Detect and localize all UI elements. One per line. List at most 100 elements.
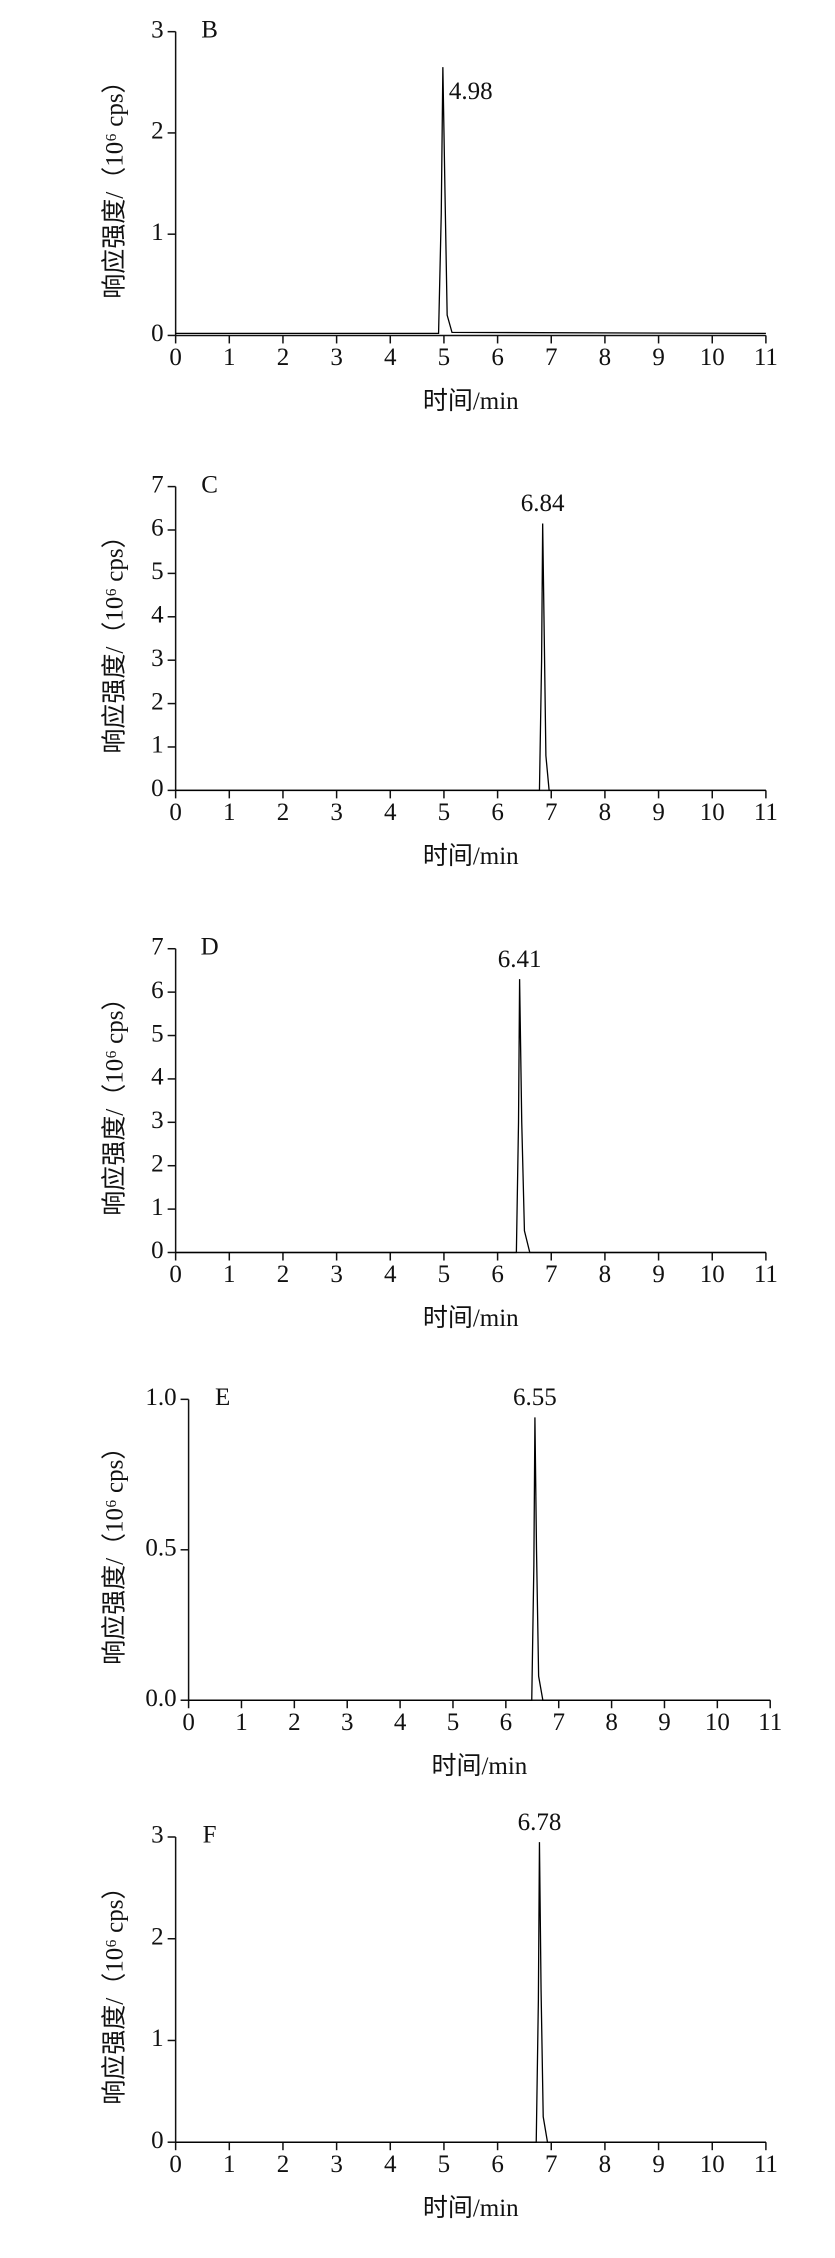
y-tick-label: 3 [151, 16, 164, 43]
y-tick-label: 0 [151, 2127, 164, 2154]
x-tick-label: 2 [277, 2151, 290, 2178]
x-tick-label: 7 [552, 1709, 565, 1736]
x-tick-label: 4 [384, 1261, 397, 1288]
y-tick-label: 1 [151, 2025, 164, 2052]
x-tick-label: 2 [277, 344, 290, 371]
x-tick-label: 10 [705, 1709, 730, 1736]
x-tick-label: 5 [438, 799, 451, 826]
y-tick-label: 6 [151, 977, 164, 1004]
x-tick-label: 4 [384, 2151, 397, 2178]
y-tick-label: 6 [151, 515, 164, 542]
x-tick-label: 0 [169, 2151, 182, 2178]
peak-label: 6.55 [513, 1384, 557, 1411]
x-tick-label: 4 [394, 1709, 407, 1736]
x-tick-label: 9 [652, 2151, 665, 2178]
x-tick-label: 11 [754, 1261, 778, 1288]
x-tick-label: 6 [491, 344, 504, 371]
x-tick-label: 2 [277, 1261, 290, 1288]
y-tick-label: 3 [151, 645, 164, 672]
y-tick-label: 0 [151, 775, 164, 802]
y-tick-label: 0.5 [145, 1535, 176, 1562]
y-tick-label: 4 [151, 602, 164, 629]
x-tick-label: 8 [599, 799, 612, 826]
x-axis-title: 时间/min [423, 387, 519, 415]
x-tick-label: 2 [277, 799, 290, 826]
y-tick-label: 1 [151, 732, 164, 759]
chromatogram-line [175, 1842, 766, 2143]
x-tick-label: 6 [491, 2151, 504, 2178]
x-tick-label: 3 [341, 1709, 354, 1736]
x-tick-label: 6 [491, 1261, 504, 1288]
panel-label: B [201, 16, 218, 43]
x-tick-label: 4 [384, 344, 397, 371]
x-tick-label: 4 [384, 799, 397, 826]
x-tick-label: 2 [288, 1709, 301, 1736]
y-tick-label: 2 [151, 688, 164, 715]
x-tick-label: 0 [169, 344, 182, 371]
y-tick-label: 5 [151, 558, 164, 585]
y-axis-title: 响应强度/（10⁶ cps） [101, 1874, 129, 2104]
x-tick-label: 10 [700, 1261, 725, 1288]
x-tick-label: 8 [599, 2151, 612, 2178]
x-tick-label: 0 [169, 1261, 182, 1288]
peak-label: 4.98 [449, 78, 493, 105]
x-tick-label: 10 [700, 344, 725, 371]
x-tick-label: 0 [182, 1709, 195, 1736]
y-axis-title: 响应强度/（10⁶ cps） [101, 1435, 129, 1665]
y-tick-label: 3 [151, 1107, 164, 1134]
y-tick-label: 0.0 [145, 1685, 176, 1712]
y-tick-label: 1.0 [145, 1384, 176, 1411]
y-tick-label: 2 [151, 118, 164, 145]
x-axis-title: 时间/min [423, 1304, 519, 1332]
x-axis-title: 时间/min [423, 842, 519, 870]
y-axis-title: 响应强度/（10⁶ cps） [101, 985, 129, 1215]
y-tick-label: 1 [151, 219, 164, 246]
x-tick-label: 10 [700, 799, 725, 826]
y-tick-label: 5 [151, 1020, 164, 1047]
x-tick-label: 8 [599, 1261, 612, 1288]
y-tick-label: 0 [151, 320, 164, 347]
x-tick-label: 7 [545, 2151, 558, 2178]
y-tick-label: 4 [151, 1064, 164, 1091]
x-tick-label: 7 [545, 1261, 558, 1288]
chromatogram-line [175, 67, 766, 335]
x-tick-label: 3 [330, 799, 343, 826]
peak-label: 6.41 [498, 946, 542, 973]
x-tick-label: 5 [438, 2151, 451, 2178]
y-tick-label: 0 [151, 1237, 164, 1264]
x-tick-label: 11 [754, 344, 778, 371]
y-tick-label: 7 [151, 471, 164, 498]
chromatogram-line [175, 523, 766, 792]
x-tick-label: 9 [652, 344, 665, 371]
panel-label: C [201, 471, 218, 498]
x-tick-label: 11 [758, 1709, 782, 1736]
x-tick-label: 3 [330, 1261, 343, 1288]
x-tick-label: 6 [500, 1709, 513, 1736]
peak-label: 6.78 [518, 1809, 562, 1836]
x-tick-label: 11 [754, 799, 778, 826]
panel-label: F [203, 1822, 217, 1849]
x-tick-label: 5 [447, 1709, 460, 1736]
x-tick-label: 1 [223, 1261, 236, 1288]
panel-label: E [215, 1384, 230, 1411]
x-axis-title: 时间/min [423, 2194, 519, 2222]
y-tick-label: 7 [151, 933, 164, 960]
panel-label: D [201, 933, 219, 960]
x-tick-label: 5 [438, 1261, 451, 1288]
x-tick-label: 11 [754, 2151, 778, 2178]
x-tick-label: 1 [235, 1709, 248, 1736]
y-axis-title: 响应强度/（10⁶ cps） [101, 523, 129, 753]
chromatogram-line [175, 979, 766, 1254]
x-tick-label: 8 [599, 344, 612, 371]
peak-label: 6.84 [521, 490, 565, 517]
x-tick-label: 5 [438, 344, 451, 371]
x-tick-label: 9 [652, 1261, 665, 1288]
x-tick-label: 3 [330, 2151, 343, 2178]
y-tick-label: 1 [151, 1194, 164, 1221]
x-tick-label: 8 [605, 1709, 618, 1736]
y-tick-label: 3 [151, 1822, 164, 1849]
x-tick-label: 7 [545, 344, 558, 371]
x-tick-label: 10 [700, 2151, 725, 2178]
x-axis-title: 时间/min [431, 1752, 527, 1780]
